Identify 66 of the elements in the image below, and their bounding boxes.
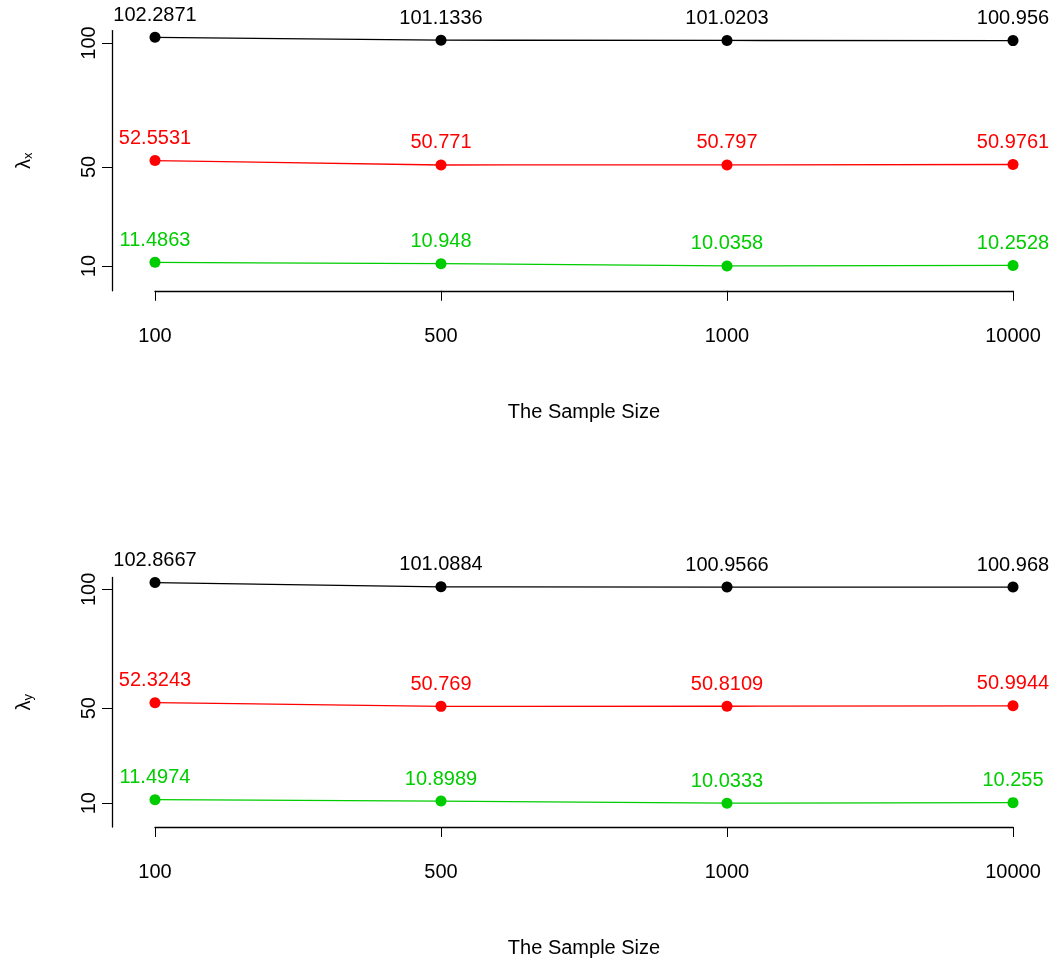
data-label: 52.5531 (118, 126, 192, 149)
x-tick-label: 1000 (704, 860, 750, 882)
y-tick-label: 50 (77, 155, 99, 179)
point (1007, 35, 1019, 47)
point (721, 260, 733, 272)
point (1007, 158, 1019, 170)
y-axis-title: λy (11, 693, 35, 711)
data-label: 10.0333 (690, 768, 764, 791)
data-label: 50.797 (696, 130, 758, 153)
data-label: 10.8989 (404, 766, 478, 789)
y-tick-label: 100 (77, 26, 99, 60)
point (1007, 797, 1019, 809)
x-tick-label: 100 (138, 323, 172, 346)
data-label: 50.9944 (976, 671, 1050, 694)
x-tick-label: 500 (424, 860, 458, 882)
data-label: 100.968 (976, 552, 1050, 575)
point (721, 797, 733, 809)
point (149, 256, 161, 268)
point (435, 258, 447, 270)
data-label: 100.956 (976, 6, 1050, 29)
y-axis-title: λx (11, 151, 35, 169)
point (435, 700, 447, 712)
point (1007, 259, 1019, 271)
x-axis-title: The Sample Size (507, 936, 661, 958)
point (149, 697, 161, 709)
point (149, 794, 161, 806)
point (435, 34, 447, 46)
point (435, 159, 447, 171)
x-tick-label: 1000 (704, 323, 750, 346)
point (149, 155, 161, 167)
data-label: 102.8667 (113, 548, 197, 571)
x-axis-title: The Sample Size (507, 399, 661, 422)
point (149, 31, 161, 43)
point (435, 581, 447, 593)
data-label: 10.948 (410, 229, 472, 252)
data-label: 100.9566 (685, 552, 769, 575)
data-label: 102.2871 (113, 2, 197, 25)
data-label: 11.4974 (119, 765, 191, 788)
point (1007, 700, 1019, 712)
data-label: 101.0884 (399, 552, 483, 575)
point (149, 577, 161, 589)
point (721, 581, 733, 593)
data-label: 10.0358 (690, 231, 764, 254)
data-label: 101.0203 (685, 5, 769, 28)
point (435, 795, 447, 807)
data-label: 50.9761 (976, 129, 1050, 152)
y-tick-label: 10 (77, 792, 99, 815)
x-tick-label: 500 (424, 323, 458, 346)
y-tick-label: 50 (77, 697, 99, 720)
point (721, 700, 733, 712)
point (1007, 581, 1019, 593)
data-label: 52.3243 (118, 668, 192, 691)
point (721, 159, 733, 171)
y-tick-label: 100 (77, 572, 99, 607)
data-label: 11.4863 (119, 227, 191, 250)
data-label: 50.771 (410, 130, 472, 153)
x-tick-label: 100 (138, 860, 172, 882)
data-label: 50.769 (410, 671, 472, 694)
point (721, 34, 733, 46)
data-label: 101.1336 (399, 5, 483, 28)
data-label: 10.2528 (976, 230, 1050, 253)
y-tick-label: 10 (77, 254, 99, 278)
data-label: 10.255 (982, 768, 1044, 791)
data-label: 50.8109 (690, 671, 764, 694)
x-tick-label: 10000 (985, 860, 1041, 882)
x-tick-label: 10000 (985, 323, 1041, 346)
